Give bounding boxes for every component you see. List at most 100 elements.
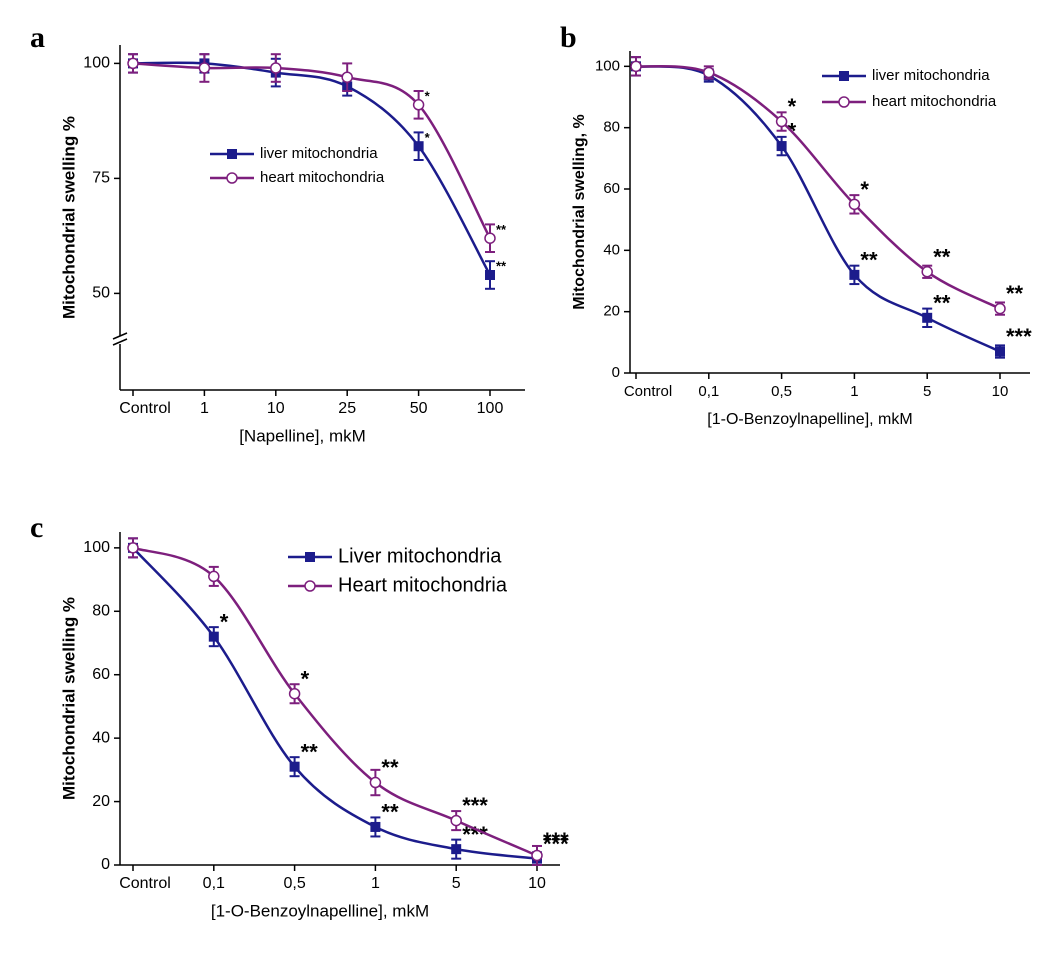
x-tick-label: Control xyxy=(119,875,171,892)
marker xyxy=(369,776,382,789)
axis-break xyxy=(112,332,128,340)
significance-label: * xyxy=(220,609,229,634)
marker xyxy=(270,62,282,74)
axis-break-gap xyxy=(114,336,126,344)
y-tick-label: 100 xyxy=(83,539,110,556)
legend-label: Liver mitochondria xyxy=(338,545,502,567)
marker xyxy=(450,814,462,827)
x-tick-label: 0,5 xyxy=(283,875,305,892)
marker xyxy=(776,141,787,152)
y-tick-label: 40 xyxy=(603,241,620,258)
legend-label: Heart mitochondria xyxy=(338,574,508,596)
x-tick-label: 25 xyxy=(338,400,356,417)
x-tick-label: 10 xyxy=(992,383,1009,400)
x-tick-label: 10 xyxy=(528,875,546,892)
x-tick-label: 50 xyxy=(410,400,428,417)
significance-label: * xyxy=(788,94,797,119)
marker xyxy=(451,844,462,855)
x-tick-label: 1 xyxy=(371,875,380,892)
x-tick-label: 0,1 xyxy=(698,383,719,400)
y-axis-label: Mitochondrial swelling, % xyxy=(571,114,588,310)
y-tick-label: 50 xyxy=(92,285,110,302)
y-axis-label: Mitochondrial swelling % xyxy=(59,597,78,800)
y-tick-label: 60 xyxy=(92,666,110,683)
marker xyxy=(994,302,1006,315)
marker xyxy=(304,580,316,592)
significance-label: * xyxy=(301,666,310,691)
significance-label: ** xyxy=(381,800,399,825)
panel-label: a xyxy=(30,21,45,54)
marker xyxy=(227,149,237,159)
x-tick-label: 0,1 xyxy=(203,875,225,892)
marker xyxy=(127,57,139,70)
y-tick-label: 20 xyxy=(603,303,620,320)
marker xyxy=(531,849,543,862)
panel-label: c xyxy=(30,511,43,544)
significance-label: ** xyxy=(496,259,507,274)
marker xyxy=(208,570,220,583)
y-tick-label: 100 xyxy=(595,57,620,74)
x-tick-label: 100 xyxy=(477,400,504,417)
y-tick-label: 20 xyxy=(92,793,110,810)
y-tick-label: 0 xyxy=(612,364,620,381)
marker xyxy=(305,552,315,562)
significance-label: *** xyxy=(543,828,569,853)
significance-label: * xyxy=(425,130,431,145)
marker xyxy=(208,631,219,642)
marker xyxy=(484,232,496,244)
legend-label: liver mitochondria xyxy=(872,67,990,84)
x-tick-label: 1 xyxy=(200,400,209,417)
marker xyxy=(288,687,301,700)
marker xyxy=(412,99,425,111)
significance-label: *** xyxy=(1006,324,1032,349)
legend-label: heart mitochondria xyxy=(872,93,997,110)
significance-label: ** xyxy=(860,247,878,272)
x-axis-label: [1-O-Benzoylnapelline], mkM xyxy=(707,411,912,428)
y-tick-label: 100 xyxy=(83,55,110,72)
y-tick-label: 80 xyxy=(603,119,620,136)
significance-label: ** xyxy=(933,244,951,269)
x-tick-label: 10 xyxy=(267,400,285,417)
x-tick-label: Control xyxy=(119,400,171,417)
marker xyxy=(226,172,238,184)
significance-label: * xyxy=(860,177,869,202)
panel-label: b xyxy=(560,21,577,54)
marker xyxy=(838,96,850,108)
significance-label: ** xyxy=(381,755,399,780)
x-tick-label: Control xyxy=(624,383,672,400)
marker xyxy=(630,60,642,73)
y-axis-label: Mitochondrial swelling % xyxy=(59,116,78,319)
marker xyxy=(370,821,381,832)
marker xyxy=(127,542,139,554)
marker xyxy=(198,62,211,74)
marker xyxy=(703,66,715,79)
x-tick-label: 0,5 xyxy=(771,383,792,400)
y-tick-label: 60 xyxy=(603,180,620,197)
significance-label: * xyxy=(425,88,431,103)
marker xyxy=(921,266,933,278)
significance-label: ** xyxy=(301,739,319,764)
x-axis-label: [1-O-Benzoylnapelline], mkM xyxy=(211,901,429,920)
significance-label: ** xyxy=(933,290,951,315)
y-tick-label: 0 xyxy=(101,856,110,873)
significance-label: *** xyxy=(462,793,488,818)
significance-label: ** xyxy=(496,222,507,237)
marker xyxy=(341,71,353,83)
axis-break xyxy=(112,338,128,346)
marker xyxy=(413,141,424,152)
x-tick-label: 5 xyxy=(923,383,931,400)
y-tick-label: 40 xyxy=(92,729,110,746)
significance-label: *** xyxy=(543,831,569,856)
marker xyxy=(775,115,788,128)
y-tick-label: 75 xyxy=(92,170,110,187)
x-tick-label: 1 xyxy=(850,383,858,400)
y-tick-label: 80 xyxy=(92,603,110,620)
marker xyxy=(289,761,300,772)
marker xyxy=(485,270,495,280)
marker xyxy=(839,71,849,81)
marker xyxy=(849,269,860,280)
legend-label: liver mitochondria xyxy=(260,145,378,162)
x-tick-label: 5 xyxy=(452,875,461,892)
significance-label: ** xyxy=(1006,281,1024,306)
